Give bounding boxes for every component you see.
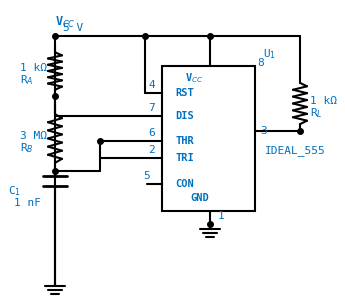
Text: 3 MΩ: 3 MΩ bbox=[20, 131, 47, 141]
Text: 3: 3 bbox=[260, 126, 267, 136]
Text: GND: GND bbox=[191, 193, 209, 203]
Text: R$_B$: R$_B$ bbox=[20, 141, 34, 155]
Text: 2: 2 bbox=[148, 145, 155, 155]
Text: 1 nF: 1 nF bbox=[14, 198, 41, 208]
Text: 1 kΩ: 1 kΩ bbox=[20, 63, 47, 73]
Text: 5: 5 bbox=[143, 171, 150, 181]
Text: U$_1$: U$_1$ bbox=[263, 47, 276, 61]
Text: RST: RST bbox=[175, 88, 194, 98]
Text: IDEAL_555: IDEAL_555 bbox=[265, 146, 326, 156]
Text: 5 V: 5 V bbox=[63, 23, 83, 33]
Text: 6: 6 bbox=[148, 128, 155, 138]
Text: THR: THR bbox=[175, 136, 194, 146]
Text: 8: 8 bbox=[257, 58, 264, 68]
Text: C$_1$: C$_1$ bbox=[8, 184, 21, 198]
Text: V$_{CC}$: V$_{CC}$ bbox=[185, 71, 204, 85]
Text: TRI: TRI bbox=[175, 153, 194, 163]
Text: 4: 4 bbox=[148, 80, 155, 90]
Bar bbox=[162, 66, 255, 211]
Text: 1: 1 bbox=[218, 211, 225, 221]
Text: 1 kΩ: 1 kΩ bbox=[310, 96, 337, 106]
Text: R$_L$: R$_L$ bbox=[310, 106, 323, 120]
Text: CON: CON bbox=[175, 179, 194, 189]
Text: 7: 7 bbox=[148, 103, 155, 113]
Text: DIS: DIS bbox=[175, 111, 194, 121]
Text: R$_A$: R$_A$ bbox=[20, 73, 33, 87]
Text: V$_{CC}$: V$_{CC}$ bbox=[55, 15, 76, 30]
